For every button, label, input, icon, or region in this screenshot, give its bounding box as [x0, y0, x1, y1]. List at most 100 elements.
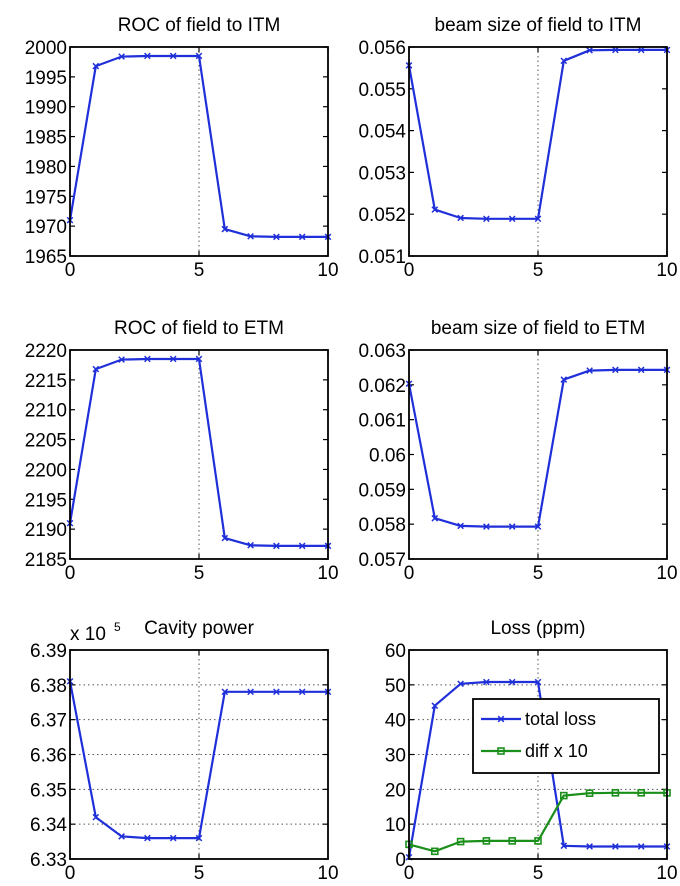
y-tick-label: 1990: [25, 98, 67, 119]
legend-marker: [497, 747, 505, 755]
x-tick-label: 5: [194, 260, 205, 281]
data-point: [482, 837, 491, 845]
data-point: [144, 355, 151, 363]
data-point: [560, 842, 568, 850]
chart-title: ROC of field to ETM: [114, 318, 284, 339]
data-point: [195, 834, 203, 842]
y-tick-label: 1965: [25, 247, 67, 268]
x-tick-label: 5: [533, 863, 544, 884]
y-tick-label: 0.052: [358, 205, 406, 226]
data-point: [534, 837, 542, 845]
data-point: [92, 813, 100, 821]
chart-title: Cavity power: [144, 618, 254, 639]
data-point: [298, 542, 306, 550]
axes-box: [408, 46, 668, 257]
x-tick-label: 10: [656, 260, 677, 281]
y-tick-label: 2000: [25, 38, 67, 59]
y-tick-label: 6.37: [30, 711, 67, 732]
data-point: [637, 46, 645, 54]
y-tick-label: 6.33: [30, 850, 67, 871]
data-point: [560, 376, 568, 383]
data-point: [637, 366, 645, 374]
data-point: [534, 678, 542, 686]
data-point: [611, 789, 620, 797]
data-point: [169, 355, 177, 363]
panel-2: 0.051 0.052 0.053 0.054 0.055 0.056 0 5 10 beam s…: [358, 15, 677, 281]
data-point: [92, 62, 100, 70]
y-multiplier: x 10: [70, 624, 106, 645]
data-point: [534, 523, 542, 530]
data-point: [221, 688, 229, 696]
data-point: [431, 702, 439, 710]
chart-title: ROC of field to ITM: [118, 15, 281, 36]
data-point: [221, 534, 229, 542]
legend-label: total loss: [525, 709, 596, 729]
data-point: [637, 789, 646, 797]
x-tick-label: 5: [533, 260, 544, 281]
y-tick-label: 2205: [25, 431, 67, 452]
data-point: [534, 215, 542, 223]
axes-box: [69, 46, 329, 257]
y-tick-label: 0.051: [358, 247, 406, 268]
x-tick-label: 0: [404, 563, 415, 584]
data-point: [637, 843, 645, 850]
data-point: [273, 688, 280, 696]
data-point: [118, 833, 125, 840]
y-tick-label: 0.057: [358, 550, 406, 571]
data-point: [118, 356, 125, 363]
axes-box: [69, 649, 329, 860]
x-tick-label: 10: [317, 863, 338, 884]
data-point: [586, 47, 593, 54]
data-point: [483, 523, 490, 530]
x-tick-label: 0: [65, 563, 76, 584]
data-point: [457, 214, 464, 222]
y-tick-label: 6.36: [30, 746, 67, 767]
panel-1: 1965 1970 1975 1980 1985 1990 1995 2000 0 5 10 ROC …: [25, 15, 339, 281]
y-tick-label: 6.39: [30, 641, 67, 662]
y-tick-label: 6.35: [30, 780, 67, 801]
data-point: [195, 52, 203, 60]
y-tick-label: 0.055: [358, 80, 406, 101]
data-point: [92, 365, 100, 373]
x-tick-label: 10: [317, 563, 338, 584]
x-tick-label: 5: [194, 863, 205, 884]
y-tick-label: 40: [385, 711, 406, 732]
y-tick-label: 0.059: [358, 480, 406, 501]
data-point: [585, 789, 594, 797]
y-tick-label: 2190: [25, 520, 67, 541]
y-tick-label: 20: [385, 780, 406, 801]
y-tick-label: 1985: [25, 128, 67, 149]
data-point: [118, 53, 125, 60]
data-point: [298, 233, 306, 241]
panel-4: 0.057 0.058 0.059 0.06 0.061 0.062 0.063 0 5 10 be…: [358, 318, 677, 584]
data-point: [431, 514, 439, 522]
y-tick-label: 1970: [25, 217, 67, 238]
y-tick-label: 2185: [25, 550, 67, 571]
x-tick-label: 0: [65, 863, 76, 884]
y-tick-label: 6.34: [30, 815, 67, 836]
axes-box: [408, 649, 668, 860]
data-point: [247, 688, 254, 696]
data-point: [612, 46, 619, 54]
data-point: [195, 355, 203, 363]
data-point: [560, 57, 568, 65]
x-tick-label: 10: [317, 260, 338, 281]
data-point: [586, 843, 593, 850]
x-tick-label: 5: [194, 563, 205, 584]
y-tick-label: 1980: [25, 157, 67, 178]
y-tick-label: 0: [395, 850, 406, 871]
x-tick-label: 10: [656, 863, 677, 884]
data-point: [457, 522, 464, 530]
data-point: [483, 678, 490, 686]
chart-title: beam size of field to ETM: [431, 318, 645, 339]
y-tick-label: 0.063: [358, 341, 406, 362]
y-tick-label: 10: [385, 815, 406, 836]
data-point: [457, 680, 464, 688]
data-point: [169, 834, 177, 842]
y-tick-label: 1995: [25, 68, 67, 89]
data-point: [483, 215, 490, 223]
y-tick-label: 0.058: [358, 515, 406, 536]
panel-5: 6.33 6.34 6.35 6.36 6.37 6.38 6.39 0 5 10 Cavity p…: [30, 618, 339, 884]
data-point: [298, 688, 306, 696]
